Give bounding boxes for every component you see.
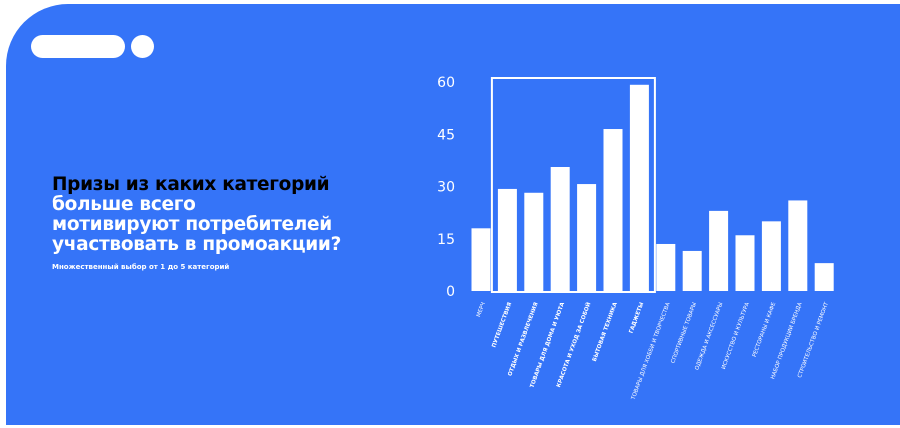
bar — [709, 210, 729, 291]
x-tick-label: ИСКУССТВО И КУЛЬТУРА — [721, 301, 751, 370]
highlight-box — [490, 77, 656, 293]
x-tick-label: БЫТОВАЯ ТЕХНИКА — [592, 301, 619, 363]
x-tick-label: СТРОИТЕЛЬСТВО И РЕМОНТ — [797, 301, 830, 379]
bar — [682, 250, 702, 291]
title-line-1: Призы из каких категорий — [52, 174, 330, 195]
y-tick-label: 30 — [437, 180, 455, 196]
chart-subtitle: Множественный выбор от 1 до 5 категорий — [52, 263, 230, 271]
y-tick-label: 15 — [437, 232, 455, 248]
bar — [814, 263, 834, 291]
background-panel — [6, 4, 900, 425]
bar — [524, 192, 544, 291]
bar — [629, 84, 649, 291]
y-tick-label: 60 — [437, 75, 455, 91]
bar — [735, 235, 755, 291]
chart-title: Призы из каких категорий больше всего мо… — [52, 175, 341, 255]
title-line-4: участвовать в промоакции? — [52, 234, 342, 255]
bar — [577, 184, 597, 291]
bar — [603, 129, 623, 291]
x-tick-label: СПОРТИВНЫЕ ТОВАРЫ — [670, 302, 698, 365]
bar — [761, 221, 781, 291]
x-tick-label: ГАДЖЕТЫ — [628, 301, 645, 334]
title-line-2: больше всего — [52, 194, 196, 215]
y-tick-label: 45 — [437, 127, 455, 143]
x-tick-label: ОТДЫХ И РАЗВЛЕЧЕНИЯ — [507, 302, 539, 377]
bar — [788, 200, 808, 291]
bar — [497, 188, 517, 291]
x-tick-label: РЕСТОРАНЫ И КАФЕ — [752, 301, 778, 358]
bar — [471, 228, 491, 291]
x-tick-label: ПУТЕШЕСТВИЯ — [491, 302, 513, 349]
bar — [550, 166, 570, 291]
x-tick-label: МЕРЧ — [476, 301, 487, 318]
decor-dot — [131, 35, 154, 58]
x-tick-label: ОДЕЖДА И АКСЕССУАРЫ — [694, 302, 724, 372]
decor-pill — [31, 35, 125, 58]
title-line-3: мотивируют потребителей — [52, 214, 332, 235]
y-tick-label: 0 — [446, 284, 455, 300]
bar — [656, 243, 676, 291]
x-tick-label: НАБОР ПРОДУКЦИИ БРЕНДА — [770, 301, 804, 380]
